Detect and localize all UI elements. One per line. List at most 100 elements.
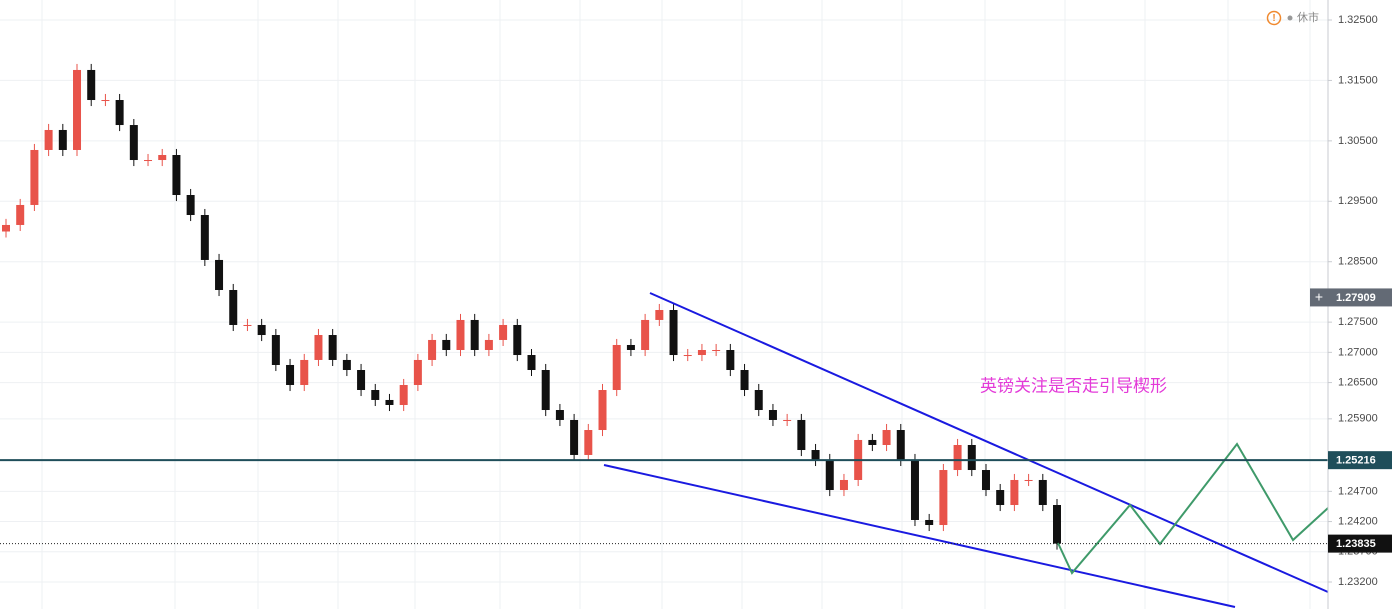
candle-body	[186, 195, 195, 216]
level-price-label: 1.25216	[1336, 455, 1376, 467]
last-price-label: 1.23835	[1336, 538, 1376, 550]
market-status: 休市	[1297, 10, 1319, 24]
y-tick-label: 1.25900	[1338, 413, 1378, 425]
candle-body	[314, 335, 323, 360]
time-grid	[41, 0, 1311, 609]
candle-body	[868, 439, 877, 445]
candle-body	[286, 364, 295, 385]
candle-body	[257, 324, 266, 336]
candle-body	[371, 390, 380, 400]
candle-body	[357, 370, 366, 391]
candle-body	[584, 430, 593, 455]
candle-body	[385, 399, 394, 405]
candle-body	[655, 309, 664, 320]
candle-body	[44, 129, 53, 150]
status-icon-mark: !	[1272, 13, 1275, 24]
y-tick-label: 1.24200	[1338, 515, 1378, 527]
lower-trendline	[603, 464, 1236, 608]
candle-body	[229, 289, 238, 325]
crosshair-button[interactable]	[1310, 288, 1328, 307]
candle-body	[612, 344, 621, 391]
candle-body	[683, 355, 692, 357]
y-tick-label: 1.29500	[1338, 195, 1378, 207]
candle-body	[144, 160, 153, 162]
candle-body	[626, 344, 635, 351]
candle-body	[712, 350, 721, 352]
candle-body	[1010, 479, 1019, 506]
y-tick-label: 1.24700	[1338, 485, 1378, 497]
candle-body	[243, 324, 252, 326]
upper-trendline	[649, 292, 1329, 593]
candle-body	[697, 350, 706, 356]
y-tick-label: 1.23200	[1338, 576, 1378, 588]
candle-body	[87, 69, 96, 101]
candle-body	[669, 309, 678, 356]
crosshair-price-label-box	[1328, 288, 1392, 307]
candle-body	[925, 519, 934, 526]
y-tick-label: 1.27500	[1338, 316, 1378, 328]
candle-body	[541, 370, 550, 411]
candle-body	[939, 470, 948, 526]
status-icon[interactable]	[1266, 10, 1282, 26]
projected-path	[1057, 442, 1329, 575]
candle-body	[882, 430, 891, 445]
candle-body	[641, 319, 650, 351]
y-tick-label: 1.28500	[1338, 256, 1378, 268]
candle-body	[428, 339, 437, 360]
candle-body	[101, 100, 110, 102]
candle-body	[215, 259, 224, 290]
candle-body	[399, 384, 408, 405]
candle-body	[910, 459, 919, 520]
candle-body	[328, 335, 337, 360]
candle-body	[456, 319, 465, 351]
candle-body	[598, 390, 607, 431]
candle-body	[58, 129, 67, 150]
candle-body	[825, 459, 834, 491]
candle-body	[811, 450, 820, 460]
candle-body	[442, 339, 451, 351]
candle-body	[740, 370, 749, 391]
last-price-label-box	[1328, 534, 1392, 553]
status-dot	[1287, 15, 1293, 21]
candle-body	[413, 359, 422, 385]
candle-body	[115, 100, 124, 126]
y-tick-label: 1.31500	[1338, 74, 1378, 86]
candle-body	[768, 410, 777, 420]
y-tick-label: 1.26500	[1338, 376, 1378, 388]
level-price-label-box	[1328, 451, 1392, 470]
candle-body	[73, 69, 82, 150]
candle-body	[484, 339, 493, 351]
candle-body	[1053, 505, 1061, 544]
crosshair-price-label: 1.27909	[1336, 292, 1376, 304]
candle-body	[30, 149, 39, 205]
drawings	[603, 292, 1329, 608]
candle-body	[981, 470, 990, 491]
candle-body	[967, 444, 976, 471]
candle-body	[129, 125, 138, 161]
candle-body	[499, 324, 508, 340]
candle-body	[953, 444, 962, 471]
candle-body	[342, 359, 351, 371]
candle-body	[172, 154, 181, 196]
candle-body	[754, 390, 763, 411]
y-tick-label: 1.30500	[1338, 135, 1378, 147]
candle-body	[1024, 479, 1033, 481]
candle-body	[783, 419, 792, 421]
candle-body	[470, 319, 479, 351]
candle-body	[200, 215, 209, 260]
candle-body	[158, 154, 167, 161]
y-tick-label: 1.32500	[1338, 14, 1378, 26]
candle-body	[527, 355, 536, 371]
candle-body	[570, 419, 579, 455]
candle-body	[797, 419, 806, 451]
candle-body	[1038, 479, 1047, 506]
candle-body	[896, 430, 905, 460]
candle-body	[513, 324, 522, 356]
candle-body	[726, 350, 735, 371]
y-tick-label: 1.27000	[1338, 346, 1378, 358]
candle-body	[996, 490, 1005, 506]
candle-body	[300, 359, 309, 385]
candle-body	[2, 224, 10, 232]
